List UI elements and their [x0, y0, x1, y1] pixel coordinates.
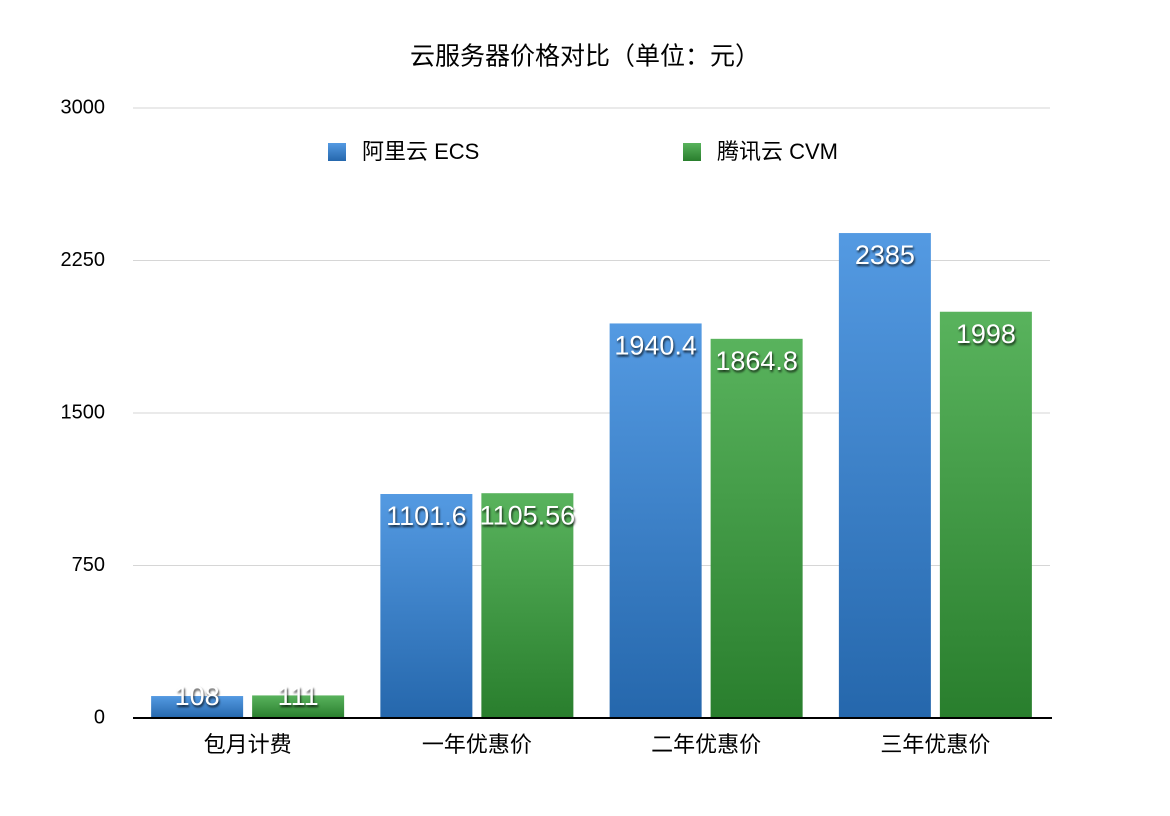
legend-swatch [683, 143, 701, 161]
bar [151, 696, 244, 718]
bar [939, 311, 1032, 718]
legend-label: 腾讯云 CVM [717, 139, 838, 164]
legend-swatch [328, 143, 346, 161]
data-label: 1940.4 [614, 331, 697, 361]
data-label: 1998 [956, 319, 1016, 349]
bar [609, 323, 702, 718]
x-tick-label: 包月计费 [204, 732, 292, 757]
y-tick-label: 0 [94, 706, 105, 728]
x-tick-label: 二年优惠价 [651, 732, 761, 757]
x-tick-label: 三年优惠价 [880, 732, 990, 757]
x-tick-label: 一年优惠价 [422, 732, 532, 757]
y-tick-label: 2250 [61, 249, 106, 271]
data-label: 108 [175, 681, 220, 711]
y-tick-label: 3000 [61, 96, 106, 118]
bar [838, 233, 931, 719]
bar [380, 494, 473, 718]
y-tick-label: 750 [72, 554, 105, 576]
data-label: 1864.8 [715, 346, 798, 376]
data-label: 2385 [855, 240, 915, 270]
bar [481, 493, 574, 718]
bar [710, 338, 803, 718]
data-label: 111 [278, 681, 319, 711]
data-label: 1105.56 [480, 500, 576, 530]
data-label: 1101.6 [386, 501, 467, 531]
bar [252, 695, 345, 718]
y-tick-label: 1500 [61, 401, 106, 423]
chart-title: 云服务器价格对比（单位：元） [410, 43, 760, 71]
legend-label: 阿里云 ECS [362, 139, 479, 164]
